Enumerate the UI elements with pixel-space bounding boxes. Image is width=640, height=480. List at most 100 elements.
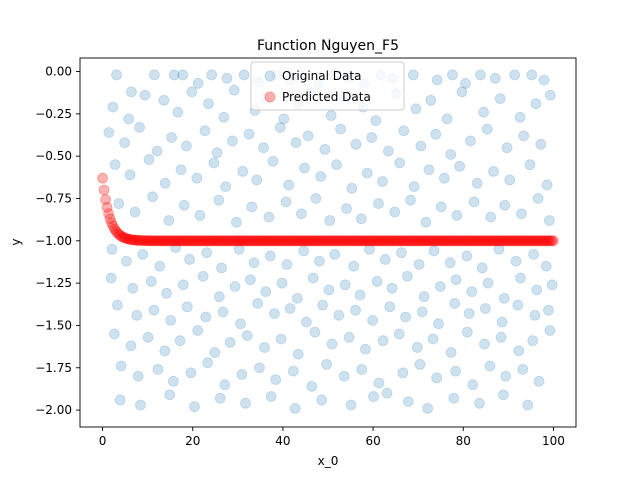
data-point-predicted: [249, 235, 261, 247]
data-point-predicted: [174, 235, 185, 247]
data-point-original: [323, 284, 335, 296]
data-point-original: [333, 309, 345, 321]
data-point-original: [114, 394, 126, 406]
data-point-predicted: [371, 235, 383, 247]
data-point-predicted: [517, 235, 529, 247]
data-point-original: [213, 194, 225, 206]
data-point-predicted: [305, 235, 317, 247]
data-point-original: [284, 303, 296, 314]
data-point-original: [402, 396, 414, 408]
data-point-predicted: [133, 234, 145, 246]
data-point-predicted: [490, 235, 502, 247]
data-point-predicted: [463, 235, 475, 247]
data-point-original: [484, 360, 496, 372]
data-point-original: [543, 304, 554, 316]
data-point-predicted: [193, 235, 205, 247]
data-point-predicted: [540, 235, 552, 247]
data-point-original: [151, 145, 163, 157]
data-point-predicted: [237, 235, 249, 247]
data-point-original: [125, 340, 137, 352]
data-point-predicted: [382, 235, 393, 247]
data-point-predicted: [256, 235, 268, 247]
data-point-original: [319, 143, 331, 155]
data-point-original: [386, 282, 398, 294]
data-point-original: [203, 98, 214, 110]
data-point-predicted: [143, 235, 155, 247]
data-point-original: [317, 299, 328, 311]
data-point-original: [425, 94, 437, 106]
data-point-predicted: [226, 235, 238, 247]
data-point-original: [524, 159, 536, 171]
legend-label-original: Original Data: [282, 69, 361, 83]
data-point-original: [393, 328, 405, 340]
data-point-predicted: [333, 235, 345, 247]
data-point-predicted: [434, 235, 446, 247]
data-point-original: [544, 89, 556, 101]
data-point-predicted: [198, 235, 209, 247]
data-point-predicted: [122, 233, 134, 245]
data-point-predicted: [223, 235, 235, 247]
data-point-original: [479, 303, 491, 314]
data-point-predicted: [380, 235, 392, 247]
data-point-original: [259, 342, 270, 353]
data-point-predicted: [373, 235, 384, 247]
data-point-original: [454, 160, 466, 172]
data-point-original: [438, 172, 450, 184]
data-point-original: [331, 159, 342, 171]
x-tick-label: 40: [275, 434, 290, 448]
data-point-predicted: [481, 235, 493, 247]
data-point-predicted: [118, 232, 130, 243]
data-point-predicted: [183, 235, 194, 247]
data-point-predicted: [315, 235, 327, 247]
data-point-original: [532, 193, 544, 204]
data-point-original: [326, 338, 338, 350]
data-point-predicted: [137, 235, 149, 246]
data-point-predicted: [100, 194, 111, 205]
data-point-predicted: [219, 235, 231, 247]
data-point-predicted: [101, 201, 113, 213]
data-point-predicted: [478, 235, 490, 247]
data-point-original: [217, 306, 229, 318]
data-point-original: [398, 125, 410, 137]
data-point-original: [159, 345, 171, 357]
data-point-predicted: [142, 235, 154, 247]
data-point-original: [148, 304, 160, 316]
data-point-original: [478, 106, 489, 118]
data-point-original: [199, 125, 211, 137]
data-point-original: [211, 147, 223, 159]
data-point-predicted: [263, 235, 274, 247]
data-point-predicted: [151, 235, 163, 247]
data-point-predicted: [161, 235, 173, 247]
data-point-original: [501, 142, 513, 154]
data-point-predicted: [169, 235, 181, 247]
legend-marker-predicted: [264, 91, 276, 103]
data-point-predicted: [514, 235, 526, 247]
data-point-original: [240, 397, 251, 409]
data-point-original: [360, 343, 371, 355]
data-point-predicted: [510, 235, 522, 247]
data-point-predicted: [430, 235, 442, 247]
data-point-original: [356, 364, 368, 375]
data-point-original: [163, 215, 175, 226]
data-point-predicted: [229, 235, 241, 247]
data-point-original: [186, 86, 198, 98]
data-point-predicted: [272, 235, 283, 247]
data-point-original: [368, 391, 379, 402]
data-point-original: [148, 69, 160, 81]
data-point-predicted: [342, 235, 354, 247]
data-point-predicted: [244, 235, 256, 247]
data-point-predicted: [270, 235, 282, 247]
data-point-original: [154, 260, 166, 272]
data-point-predicted: [178, 235, 190, 247]
data-point-original: [298, 245, 310, 257]
data-point-original: [315, 171, 327, 182]
data-point-original: [270, 374, 282, 386]
data-point-original: [103, 127, 115, 138]
data-point-original: [307, 272, 319, 284]
data-point-original: [263, 211, 275, 223]
data-point-predicted: [379, 235, 390, 247]
data-point-predicted: [175, 235, 187, 247]
data-point-original: [364, 243, 375, 255]
data-point-original: [241, 330, 253, 342]
data-point-original: [213, 291, 225, 303]
